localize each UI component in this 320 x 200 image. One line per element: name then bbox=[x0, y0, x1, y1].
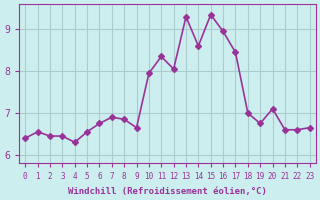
X-axis label: Windchill (Refroidissement éolien,°C): Windchill (Refroidissement éolien,°C) bbox=[68, 187, 267, 196]
